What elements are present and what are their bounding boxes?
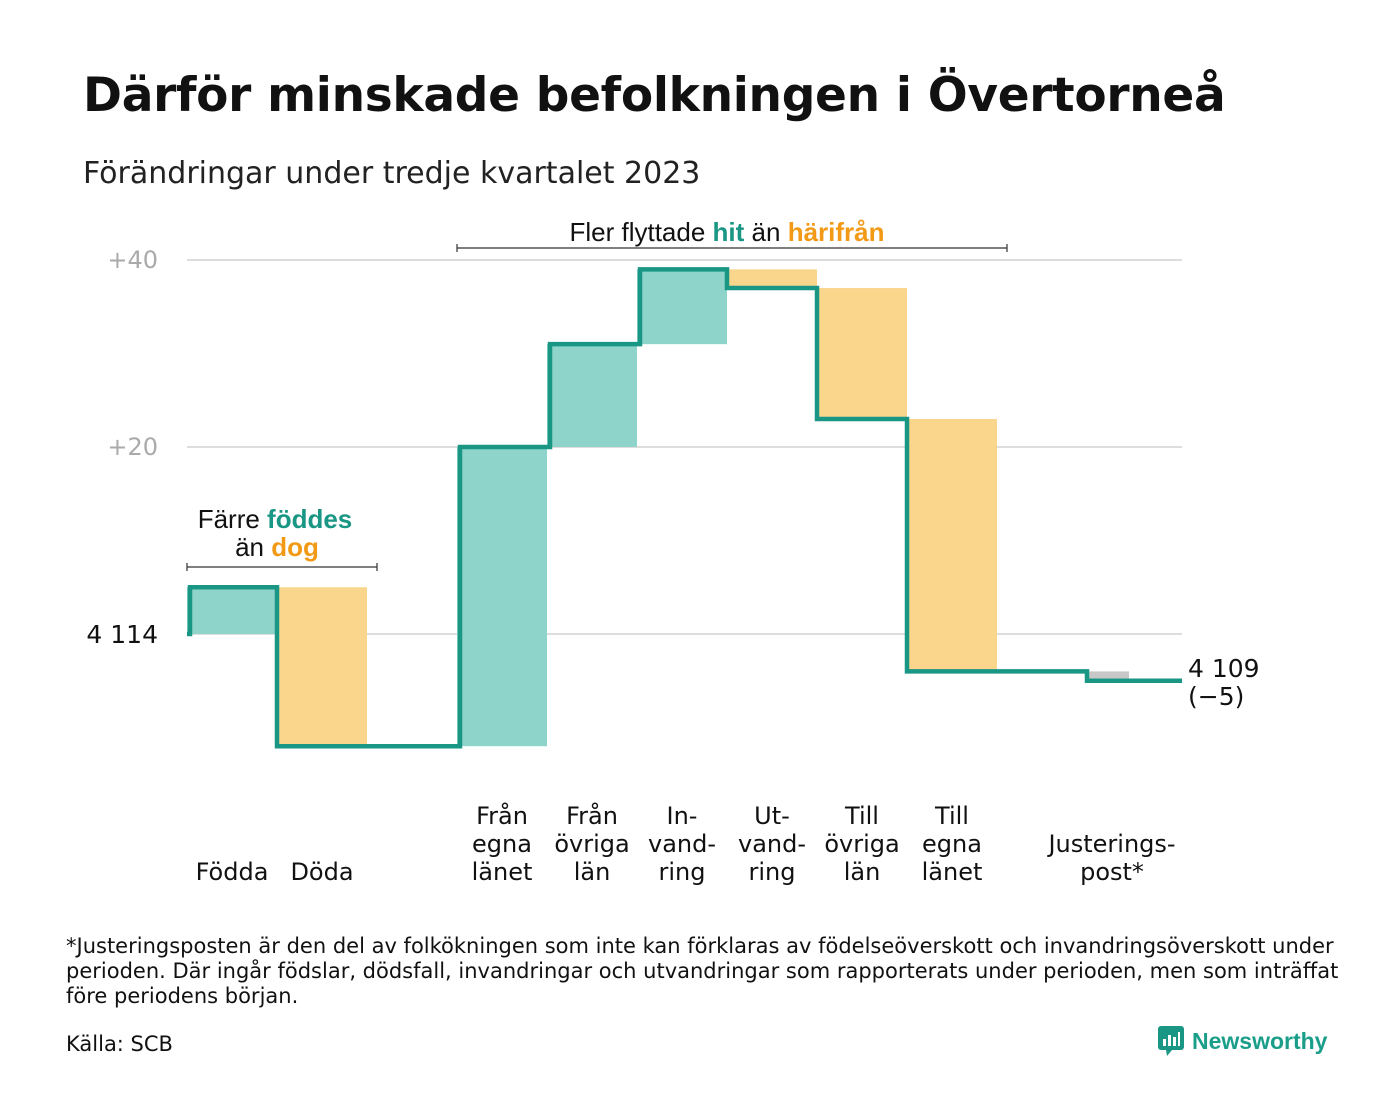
end-value-label: 4 109	[1188, 654, 1260, 683]
category-label-3-0: Från	[476, 801, 528, 830]
bar-5	[637, 269, 727, 345]
newsworthy-logo-icon	[1158, 1026, 1184, 1056]
newsworthy-logo-text: Newsworthy	[1192, 1027, 1328, 1054]
category-label-7-1: övriga	[824, 830, 899, 858]
category-label-1-2: Döda	[290, 858, 353, 886]
cumulative-step-line	[187, 267, 1182, 749]
category-label-8-2: länet	[922, 858, 983, 886]
bar-0	[187, 587, 277, 634]
category-label-3-1: egna	[472, 830, 532, 858]
category-label-7-2: län	[844, 858, 881, 886]
bar-6	[727, 269, 817, 289]
migration-annotation: Fler flyttade hit än härifrån	[569, 217, 884, 247]
category-label-4-2: län	[574, 858, 611, 886]
bar-10	[1087, 671, 1129, 681]
bar-1	[277, 587, 367, 747]
category-label-6-0: Ut-	[754, 802, 790, 830]
category-label-3-2: länet	[472, 858, 533, 886]
baseline-value-label: 4 114	[86, 620, 158, 649]
page-title: Därför minskade befolkningen i Övertorne…	[83, 68, 1226, 123]
category-label-4-1: övriga	[554, 830, 629, 858]
page-subtitle: Förändringar under tredje kvartalet 2023	[83, 156, 701, 191]
category-label-0-2: Födda	[196, 858, 269, 886]
y-tick-label-0: +20	[107, 433, 158, 461]
y-tick-label-1: +40	[107, 246, 158, 274]
category-label-5-1: vand-	[648, 830, 716, 858]
category-label-7-0: Till	[844, 802, 879, 830]
bar-3	[457, 447, 547, 747]
bar-8	[907, 418, 997, 672]
category-label-4-0: Från	[566, 801, 618, 830]
category-label-10-1: Justerings-	[1046, 830, 1175, 858]
births-annotation-line1: Färre föddes	[198, 504, 353, 534]
newsworthy-logo: Newsworthy	[1158, 1026, 1327, 1056]
bar-7	[817, 288, 907, 419]
category-label-10-2: post*	[1080, 858, 1144, 886]
end-change-label: (−5)	[1188, 682, 1244, 711]
category-label-8-0: Till	[934, 802, 969, 830]
bar-4	[547, 344, 637, 447]
births-annotation-line2: än dog	[235, 532, 319, 562]
category-label-5-0: In-	[667, 802, 698, 830]
category-label-6-1: vand-	[738, 830, 806, 858]
category-label-5-2: ring	[659, 858, 706, 886]
category-label-8-1: egna	[922, 830, 982, 858]
source-label: Källa: SCB	[66, 1032, 173, 1056]
category-label-6-2: ring	[749, 858, 796, 886]
footnote: *Justeringsposten är den del av folkökni…	[66, 934, 1339, 1008]
